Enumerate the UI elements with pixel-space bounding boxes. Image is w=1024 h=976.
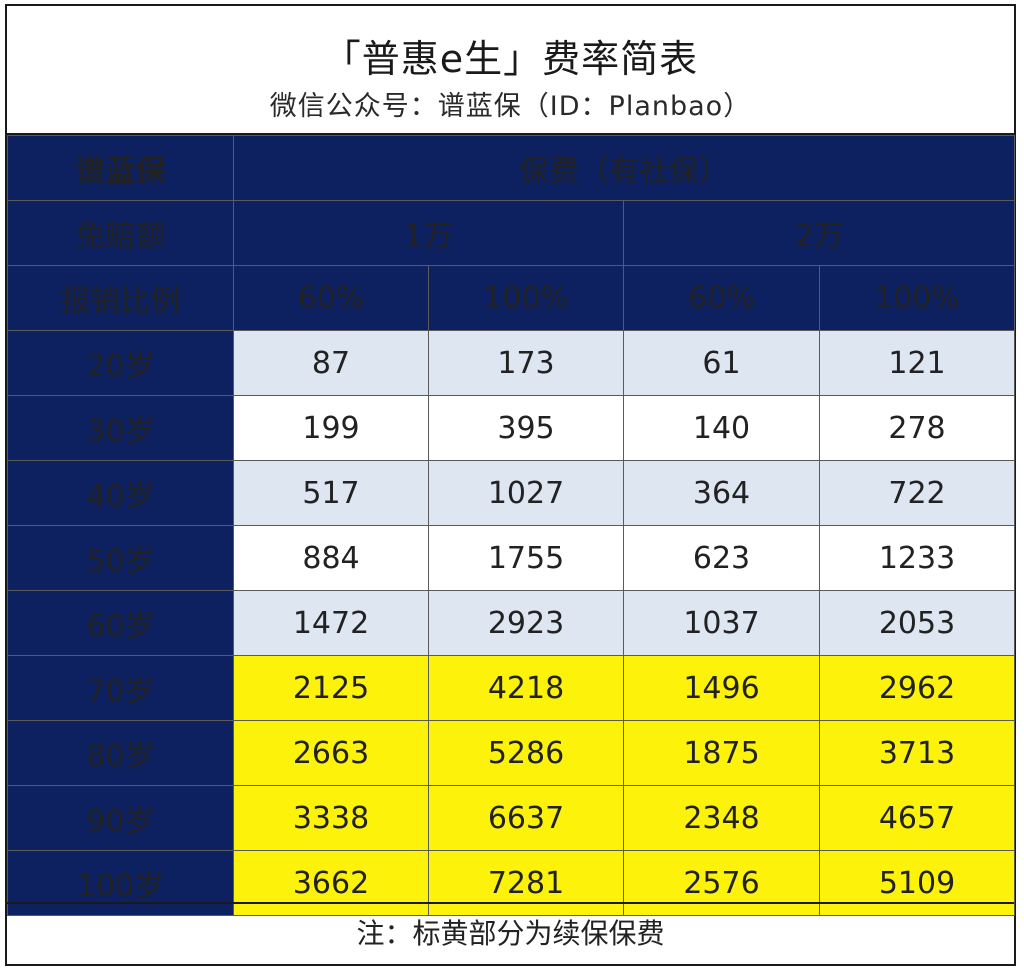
table-row: 80岁 2663 5286 1875 3713 bbox=[7, 720, 1015, 786]
table-row: 20岁 87 173 61 121 bbox=[7, 330, 1015, 396]
premium-cell: 6637 bbox=[428, 785, 624, 851]
ratio-4: 100% bbox=[819, 265, 1015, 331]
age-cell: 50岁 bbox=[7, 525, 234, 591]
premium-cell: 7281 bbox=[428, 850, 624, 916]
premium-cell: 140 bbox=[623, 395, 820, 461]
ratio-1: 60% bbox=[233, 265, 429, 331]
premium-cell: 2053 bbox=[819, 590, 1015, 656]
age-cell: 100岁 bbox=[7, 850, 234, 916]
brand-cell: 谱蓝保 bbox=[7, 135, 234, 201]
premium-cell: 1875 bbox=[623, 720, 820, 786]
premium-cell: 1037 bbox=[623, 590, 820, 656]
premium-cell: 1472 bbox=[233, 590, 429, 656]
premium-cell: 2663 bbox=[233, 720, 429, 786]
age-cell: 70岁 bbox=[7, 655, 234, 721]
table-row: 90岁 3338 6637 2348 4657 bbox=[7, 785, 1015, 851]
title-block: 「普惠e生」费率简表 微信公众号：谱蓝保（ID：Planbao） bbox=[7, 6, 1014, 135]
header-row-brand: 谱蓝保 保费（有社保） bbox=[7, 135, 1015, 201]
rate-sheet: 「普惠e生」费率简表 微信公众号：谱蓝保（ID：Planbao） 谱蓝保 保费（… bbox=[5, 4, 1016, 966]
premium-cell: 364 bbox=[623, 460, 820, 526]
premium-cell: 517 bbox=[233, 460, 429, 526]
age-cell: 30岁 bbox=[7, 395, 234, 461]
premium-cell: 1755 bbox=[428, 525, 624, 591]
footer-note: 注：标黄部分为续保保费 bbox=[7, 902, 1014, 964]
premium-cell: 722 bbox=[819, 460, 1015, 526]
header-row-ratio: 报销比例 60% 100% 60% 100% bbox=[7, 265, 1015, 331]
premium-cell: 121 bbox=[819, 330, 1015, 396]
table-row: 100岁 3662 7281 2576 5109 bbox=[7, 850, 1015, 916]
premium-cell: 2962 bbox=[819, 655, 1015, 721]
premium-cell: 87 bbox=[233, 330, 429, 396]
premium-cell: 2923 bbox=[428, 590, 624, 656]
premium-cell: 1496 bbox=[623, 655, 820, 721]
premium-cell: 2576 bbox=[623, 850, 820, 916]
table-row: 70岁 2125 4218 1496 2962 bbox=[7, 655, 1015, 721]
premium-cell: 3713 bbox=[819, 720, 1015, 786]
premium-cell: 2348 bbox=[623, 785, 820, 851]
deductible-2: 2万 bbox=[623, 200, 1015, 266]
age-cell: 40岁 bbox=[7, 460, 234, 526]
ratio-2: 100% bbox=[428, 265, 624, 331]
premium-cell: 4218 bbox=[428, 655, 624, 721]
ratio-3: 60% bbox=[623, 265, 820, 331]
deductible-1: 1万 bbox=[233, 200, 624, 266]
premium-cell: 199 bbox=[233, 395, 429, 461]
premium-cell: 884 bbox=[233, 525, 429, 591]
premium-cell: 1027 bbox=[428, 460, 624, 526]
premium-cell: 623 bbox=[623, 525, 820, 591]
table-row: 40岁 517 1027 364 722 bbox=[7, 460, 1015, 526]
age-cell: 80岁 bbox=[7, 720, 234, 786]
premium-cell: 5109 bbox=[819, 850, 1015, 916]
premium-cell: 173 bbox=[428, 330, 624, 396]
premium-cell: 2125 bbox=[233, 655, 429, 721]
table-row: 60岁 1472 2923 1037 2053 bbox=[7, 590, 1015, 656]
premium-cell: 1233 bbox=[819, 525, 1015, 591]
age-cell: 20岁 bbox=[7, 330, 234, 396]
table-row: 30岁 199 395 140 278 bbox=[7, 395, 1015, 461]
premium-cell: 395 bbox=[428, 395, 624, 461]
ratio-label: 报销比例 bbox=[7, 265, 234, 331]
premium-cell: 4657 bbox=[819, 785, 1015, 851]
premium-cell: 278 bbox=[819, 395, 1015, 461]
premium-cell: 5286 bbox=[428, 720, 624, 786]
page-subtitle: 微信公众号：谱蓝保（ID：Planbao） bbox=[269, 91, 752, 122]
premium-cell: 3338 bbox=[233, 785, 429, 851]
age-cell: 60岁 bbox=[7, 590, 234, 656]
premium-cell: 3662 bbox=[233, 850, 429, 916]
rate-table: 谱蓝保 保费（有社保） 免赔额 1万 2万 报销比例 60% 100% 60% … bbox=[7, 135, 1015, 916]
table-row: 50岁 884 1755 623 1233 bbox=[7, 525, 1015, 591]
deductible-label: 免赔额 bbox=[7, 200, 234, 266]
premium-header: 保费（有社保） bbox=[233, 135, 1015, 201]
page-title: 「普惠e生」费率简表 bbox=[322, 37, 699, 81]
premium-cell: 61 bbox=[623, 330, 820, 396]
age-cell: 90岁 bbox=[7, 785, 234, 851]
header-row-deductible: 免赔额 1万 2万 bbox=[7, 200, 1015, 266]
